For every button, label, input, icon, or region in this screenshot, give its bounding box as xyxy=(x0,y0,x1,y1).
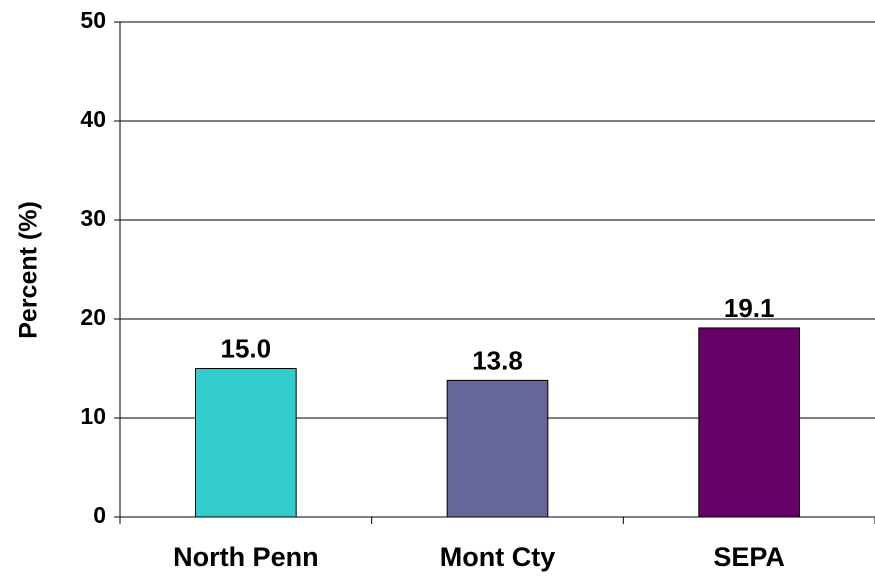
data-label: 15.0 xyxy=(221,333,272,363)
y-tick-label: 0 xyxy=(93,502,106,528)
y-tick-label: 10 xyxy=(80,403,106,429)
bar xyxy=(698,327,800,518)
x-tick-label: Mont Cty xyxy=(440,542,555,572)
y-axis-label: Percent (%) xyxy=(15,201,43,339)
x-tick-label: SEPA xyxy=(713,542,785,572)
x-tick-label: North Penn xyxy=(173,542,319,572)
y-tick-label: 30 xyxy=(80,205,106,231)
data-label: 13.8 xyxy=(472,345,523,375)
y-tick-label: 40 xyxy=(80,106,106,132)
bar xyxy=(195,368,297,518)
bar xyxy=(446,379,549,518)
y-tick-label: 50 xyxy=(80,7,106,33)
data-label: 19.1 xyxy=(724,293,775,323)
y-tick-label: 20 xyxy=(80,304,106,330)
